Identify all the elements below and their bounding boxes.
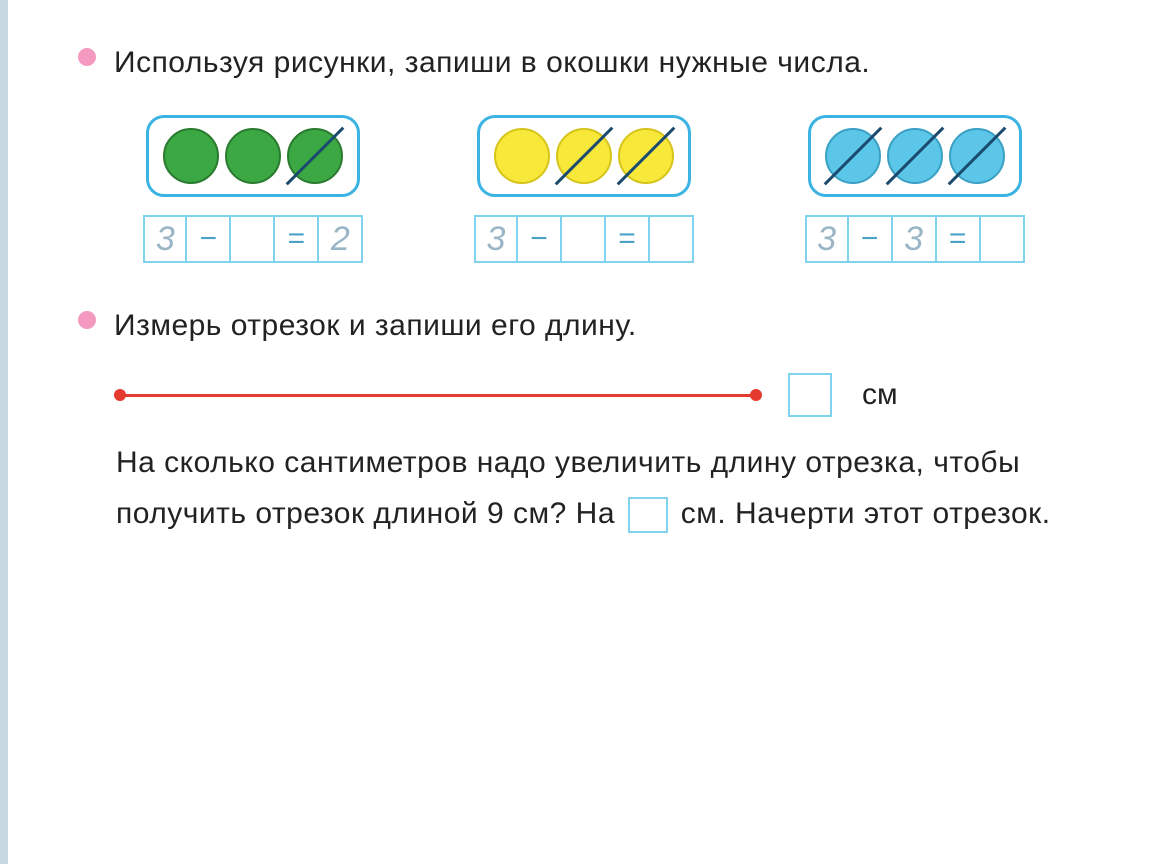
result: 2 <box>331 220 350 259</box>
operand-a: 3 <box>487 220 506 259</box>
equation-cell-operand-a: 3 <box>474 215 518 263</box>
task-1-header: Используя рисунки, запиши в окошки нужны… <box>78 40 1090 85</box>
circle-item <box>556 128 612 184</box>
circle-item <box>825 128 881 184</box>
circle-item <box>618 128 674 184</box>
inline-answer-box[interactable] <box>628 497 668 533</box>
circle-group: 3−3 = <box>805 115 1025 263</box>
circle-groups-row: 3−=23−=3−3= <box>108 115 1060 263</box>
equation-row: 3− = 2 <box>143 215 363 263</box>
operator-minus: − <box>530 222 548 256</box>
segment-endpoint-left <box>114 389 126 401</box>
equation-cell-operator-minus: − <box>849 215 893 263</box>
segment-endpoint-right <box>750 389 762 401</box>
circle-group: 3− = <box>474 115 694 263</box>
circle-item <box>494 128 550 184</box>
operator-equals: = <box>288 222 306 256</box>
operand-a: 3 <box>156 220 175 259</box>
circle-icon <box>163 128 219 184</box>
operator-minus: − <box>861 222 879 256</box>
circle-box <box>808 115 1022 197</box>
task-1: Используя рисунки, запиши в окошки нужны… <box>78 40 1090 263</box>
circle-item <box>225 128 281 184</box>
circle-item <box>163 128 219 184</box>
task-2-header: Измерь отрезок и запиши его длину. <box>78 303 1090 348</box>
equation-row: 3−3 = <box>805 215 1025 263</box>
equation-row: 3− = <box>474 215 694 263</box>
operator-equals: = <box>949 222 967 256</box>
equation-cell-operand-a: 3 <box>143 215 187 263</box>
equation-cell-operand-b: 3 <box>893 215 937 263</box>
equation-cell-result: 2 <box>319 215 363 263</box>
circle-item <box>887 128 943 184</box>
unit-label: см <box>862 378 898 412</box>
line-segment <box>118 389 758 401</box>
equation-cell-operator-equals: = <box>275 215 319 263</box>
circle-icon <box>225 128 281 184</box>
operator-equals: = <box>618 222 636 256</box>
operand-b: 3 <box>904 220 923 259</box>
task-1-instruction: Используя рисунки, запиши в окошки нужны… <box>114 40 870 85</box>
follow-part-2: см. Начерти этот отрезок. <box>681 497 1051 530</box>
length-input-box[interactable] <box>788 373 832 417</box>
operator-minus: − <box>200 222 218 256</box>
equation-cell-operator-equals: = <box>937 215 981 263</box>
equation-cell-operator-minus: − <box>518 215 562 263</box>
equation-cell-operand-b[interactable] <box>562 215 606 263</box>
equation-cell-operator-equals: = <box>606 215 650 263</box>
worksheet-page: Используя рисунки, запиши в окошки нужны… <box>0 0 1150 864</box>
equation-cell-result[interactable] <box>650 215 694 263</box>
circle-group: 3− = 2 <box>143 115 363 263</box>
equation-cell-result[interactable] <box>981 215 1025 263</box>
circle-item <box>949 128 1005 184</box>
segment-area: см <box>118 373 1090 417</box>
circle-box <box>146 115 360 197</box>
bullet-icon <box>78 48 96 66</box>
equation-cell-operator-minus: − <box>187 215 231 263</box>
task-2-instruction: Измерь отрезок и запиши его длину. <box>114 303 637 348</box>
task-2: Измерь отрезок и запиши его длину. см На… <box>78 303 1090 539</box>
equation-cell-operand-b[interactable] <box>231 215 275 263</box>
task-2-follow-text: На сколько сантиметров надо увеличить дл… <box>116 437 1090 539</box>
equation-cell-operand-a: 3 <box>805 215 849 263</box>
circle-box <box>477 115 691 197</box>
bullet-icon <box>78 311 96 329</box>
segment-line <box>118 394 758 397</box>
operand-a: 3 <box>817 220 836 259</box>
circle-item <box>287 128 343 184</box>
circle-icon <box>494 128 550 184</box>
